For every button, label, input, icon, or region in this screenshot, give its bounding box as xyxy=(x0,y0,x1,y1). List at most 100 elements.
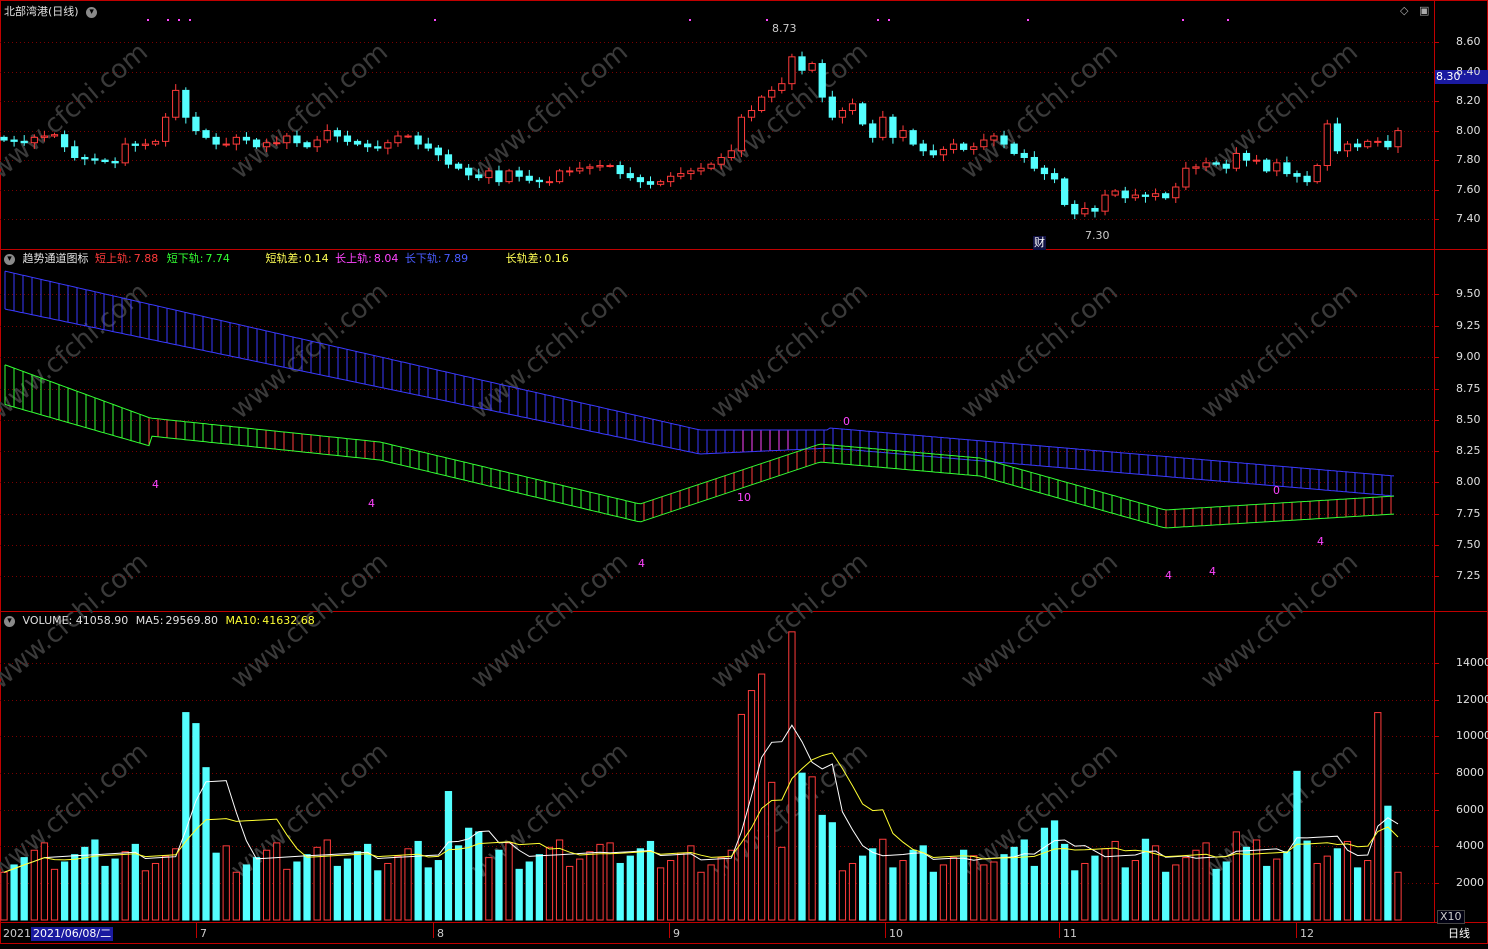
volume-bar xyxy=(1202,842,1210,921)
candle-body xyxy=(0,136,8,141)
volume-bar xyxy=(1394,871,1402,921)
watermark: www.cfchi.com xyxy=(225,37,394,185)
volume-bar xyxy=(960,849,968,921)
candle-body xyxy=(91,158,99,161)
candle-body xyxy=(505,170,513,183)
volume-bar xyxy=(293,861,301,921)
candle-body xyxy=(980,139,988,148)
volume-bar xyxy=(1050,820,1059,921)
candle-body xyxy=(343,135,352,142)
volume-bar xyxy=(1040,827,1049,921)
diamond-icon[interactable]: ◇ xyxy=(1400,4,1409,17)
candle-body xyxy=(586,166,594,169)
ma5-line xyxy=(3,724,1399,873)
volume-bar xyxy=(990,861,998,921)
stock-title-bar: 北部湾港(日线) ▾ xyxy=(4,5,101,19)
candle-body xyxy=(1283,162,1291,175)
volume-value: 41058.90 xyxy=(75,614,129,627)
volume-bar xyxy=(465,827,473,921)
candle-body xyxy=(990,135,998,141)
price-tick-label: 8.40 xyxy=(1456,65,1481,78)
volume-bar xyxy=(91,839,99,921)
signal-dot xyxy=(178,19,180,21)
short-channel-edge xyxy=(4,364,1395,511)
price-tick-label: 8.20 xyxy=(1456,94,1481,107)
volume-bar xyxy=(525,861,533,921)
volume-bar xyxy=(364,843,372,921)
volume-bar xyxy=(626,855,634,921)
indicator-marker: 0 xyxy=(843,415,850,428)
volume-bar xyxy=(40,842,49,921)
chevron-down-icon[interactable]: ▾ xyxy=(4,615,15,627)
long-lower-value: 7.89 xyxy=(443,252,469,265)
indicator-tick-label: 8.25 xyxy=(1456,444,1481,457)
candle-body xyxy=(172,89,180,118)
volume-bar xyxy=(636,848,645,921)
volume-bar xyxy=(1071,870,1079,921)
candle-body xyxy=(222,143,230,146)
candle-body xyxy=(232,136,240,145)
candle-body xyxy=(242,136,251,141)
indicator-marker: 4 xyxy=(368,497,375,510)
candle-body xyxy=(293,135,301,144)
candle-body xyxy=(1030,156,1038,169)
candle-body xyxy=(667,175,675,183)
volume-bar xyxy=(71,854,79,921)
volume-bar xyxy=(0,871,8,921)
volume-bar xyxy=(252,857,261,921)
volume-bar xyxy=(273,842,281,921)
volume-bar xyxy=(384,862,392,921)
candle-body xyxy=(384,142,392,149)
candle-body xyxy=(717,156,725,165)
volume-bar xyxy=(1212,868,1220,921)
volume-bar xyxy=(687,845,695,921)
watermark: www.cfchi.com xyxy=(955,37,1124,185)
indicator-tick-label: 7.75 xyxy=(1456,507,1481,520)
financial-event-badge[interactable]: 财 xyxy=(1033,236,1046,250)
chevron-down-icon[interactable]: ▾ xyxy=(4,253,15,265)
candle-body xyxy=(1333,123,1342,152)
candle-body xyxy=(1353,143,1362,148)
restore-icon[interactable]: ▣ xyxy=(1419,4,1430,17)
candle-body xyxy=(202,130,210,138)
candle-body xyxy=(121,143,129,164)
chevron-down-icon[interactable]: ▾ xyxy=(86,6,98,18)
volume-bar xyxy=(414,840,422,921)
volume-bar xyxy=(1222,861,1230,921)
volume-bar xyxy=(535,854,544,921)
volume-bar xyxy=(899,860,907,921)
volume-bar xyxy=(939,864,948,921)
indicator-marker: 4 xyxy=(1165,569,1172,582)
candle-body xyxy=(798,56,806,71)
month-label: 7 xyxy=(200,927,207,940)
volume-bar xyxy=(1101,848,1109,921)
period-button[interactable]: 日线 xyxy=(1448,927,1470,940)
candle-body xyxy=(81,156,89,160)
candle-body xyxy=(1172,186,1180,199)
candle-body xyxy=(818,63,826,98)
candle-body xyxy=(1162,193,1170,199)
candle-body xyxy=(353,140,362,145)
candle-body xyxy=(212,136,220,145)
long-diff-label: 长轨差: xyxy=(505,252,543,265)
signal-dot xyxy=(147,19,149,21)
ma10-label: MA10: xyxy=(225,614,261,627)
candle-body xyxy=(919,143,927,152)
indicator-marker: 10 xyxy=(737,491,751,504)
candle-body xyxy=(364,143,372,148)
volume-bar xyxy=(454,845,463,921)
volume-bar xyxy=(1010,846,1018,921)
candle-body xyxy=(1364,140,1372,148)
month-label: 11 xyxy=(1063,927,1077,940)
current-price-tag: 8.30 xyxy=(1435,70,1488,84)
volume-bar xyxy=(707,864,715,921)
candle-body xyxy=(283,135,291,144)
volume-bar xyxy=(172,848,180,921)
candle-body xyxy=(1273,162,1281,172)
signal-dot xyxy=(766,19,768,21)
candle-body xyxy=(899,130,907,138)
candle-body xyxy=(626,173,634,179)
candle-body xyxy=(828,96,836,118)
